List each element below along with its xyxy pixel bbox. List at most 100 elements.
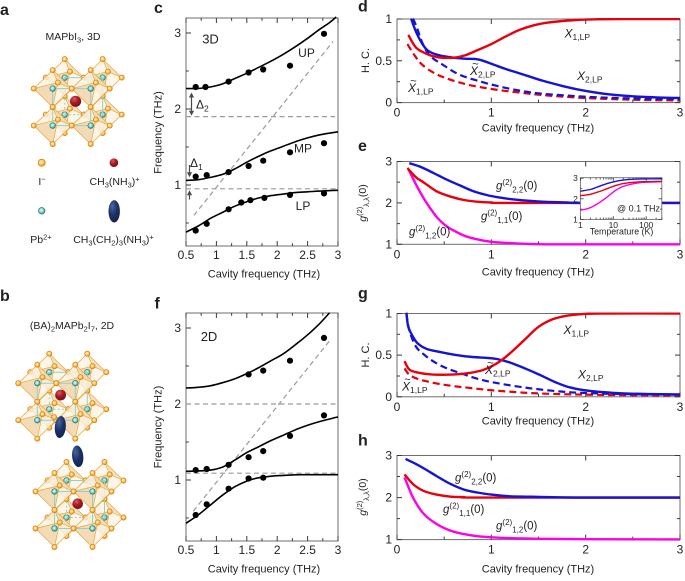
svg-text:3: 3 — [385, 449, 392, 463]
svg-text:Cavity frequency (THz): Cavity frequency (THz) — [482, 267, 594, 279]
svg-text:2.5: 2.5 — [299, 248, 316, 262]
svg-text:0.5: 0.5 — [178, 543, 195, 557]
svg-text:g(2)1,2(0): g(2)1,2(0) — [409, 224, 451, 241]
svg-text:1: 1 — [488, 247, 495, 261]
svg-text:0: 0 — [394, 106, 401, 120]
svg-text:Cavity frequency (THz): Cavity frequency (THz) — [208, 269, 320, 281]
svg-text:100: 100 — [639, 220, 653, 230]
svg-text:X1,LP: X1,LP — [563, 323, 590, 339]
svg-text:g(2)1,1(0): g(2)1,1(0) — [481, 209, 523, 226]
svg-text:H. C.: H. C. — [360, 48, 372, 73]
svg-text:3: 3 — [677, 543, 684, 557]
svg-text:3: 3 — [335, 543, 342, 557]
svg-text:b: b — [0, 288, 10, 305]
svg-text:1: 1 — [488, 400, 495, 414]
svg-text:0: 0 — [394, 247, 401, 261]
svg-text:2: 2 — [582, 400, 589, 414]
svg-text:I−: I− — [38, 175, 46, 189]
svg-text:1: 1 — [385, 307, 392, 321]
svg-text:~: ~ — [472, 59, 478, 71]
svg-text:1: 1 — [213, 248, 220, 262]
svg-text:2: 2 — [274, 543, 281, 557]
svg-text:UP: UP — [298, 46, 315, 60]
svg-text:3: 3 — [335, 248, 342, 262]
svg-text:1: 1 — [488, 106, 495, 120]
svg-text:Pb2+: Pb2+ — [30, 233, 52, 247]
svg-text:Cavity frequency (THz): Cavity frequency (THz) — [482, 564, 594, 576]
svg-text:1: 1 — [573, 214, 578, 224]
svg-text:3: 3 — [677, 106, 684, 120]
svg-text:g(2)1,2(0): g(2)1,2(0) — [496, 518, 538, 535]
svg-text:~: ~ — [410, 76, 416, 88]
svg-text:Δ1: Δ1 — [190, 156, 203, 172]
svg-text:MAPbI3, 3D: MAPbI3, 3D — [46, 31, 101, 45]
svg-text:3: 3 — [385, 155, 392, 169]
svg-text:X1,LP: X1,LP — [564, 27, 591, 43]
svg-text:f: f — [155, 296, 161, 313]
svg-text:2: 2 — [174, 102, 181, 116]
svg-text:Δ2: Δ2 — [196, 98, 209, 114]
svg-text:CH3(NH3)+: CH3(NH3)+ — [90, 175, 141, 190]
svg-text:0: 0 — [394, 400, 401, 414]
svg-text:c: c — [154, 0, 163, 17]
svg-text:MP: MP — [294, 142, 312, 156]
svg-text:Cavity frequency (THz): Cavity frequency (THz) — [482, 416, 594, 428]
svg-text:1.5: 1.5 — [238, 543, 255, 557]
svg-text:X1,LP: X1,LP — [401, 380, 428, 396]
svg-text:3: 3 — [174, 321, 181, 335]
svg-text:LP: LP — [296, 199, 311, 213]
svg-text:2: 2 — [274, 248, 281, 262]
svg-text:1: 1 — [578, 220, 583, 230]
svg-text:2: 2 — [385, 196, 392, 210]
svg-text:3: 3 — [677, 247, 684, 261]
svg-text:~: ~ — [487, 358, 493, 370]
svg-text:1: 1 — [174, 473, 181, 487]
svg-text:g(2)2,2(0): g(2)2,2(0) — [496, 178, 538, 195]
svg-text:X2,LP: X2,LP — [576, 69, 603, 85]
svg-text:2: 2 — [385, 491, 392, 505]
svg-text:X1,LP: X1,LP — [407, 81, 434, 97]
svg-text:g(2)1,1(0): g(2)1,1(0) — [443, 502, 485, 519]
svg-text:CH3(CH2)3(NH3)+: CH3(CH2)3(NH3)+ — [73, 233, 154, 248]
svg-text:1: 1 — [385, 237, 392, 251]
svg-text:3: 3 — [174, 26, 181, 40]
svg-text:1: 1 — [213, 543, 220, 557]
svg-text:H. C.: H. C. — [360, 342, 372, 367]
svg-text:X2,LP: X2,LP — [577, 368, 604, 384]
svg-text:1: 1 — [488, 543, 495, 557]
svg-text:0.5: 0.5 — [178, 248, 195, 262]
svg-text:X2,LP: X2,LP — [484, 363, 511, 379]
svg-text:2: 2 — [573, 194, 578, 204]
svg-text:~: ~ — [404, 374, 410, 386]
svg-text:d: d — [358, 0, 368, 15]
svg-text:0.5: 0.5 — [375, 54, 392, 68]
svg-text:2: 2 — [174, 397, 181, 411]
svg-text:0: 0 — [385, 390, 392, 404]
svg-text:3: 3 — [573, 173, 578, 183]
svg-text:(BA)2MAPb2I7, 2D: (BA)2MAPb2I7, 2D — [30, 320, 115, 334]
svg-text:X2,LP: X2,LP — [469, 64, 496, 80]
svg-text:1: 1 — [385, 533, 392, 547]
svg-text:g(2)2,2(0): g(2)2,2(0) — [455, 470, 497, 487]
svg-text:a: a — [0, 2, 9, 19]
svg-text:2: 2 — [582, 247, 589, 261]
svg-text:10: 10 — [609, 220, 619, 230]
svg-text:g(2)λ,λ(0): g(2)λ,λ(0) — [355, 184, 371, 221]
svg-text:2: 2 — [582, 543, 589, 557]
svg-text:g: g — [358, 286, 368, 303]
svg-text:Cavity frequency (THz): Cavity frequency (THz) — [208, 564, 320, 576]
svg-text:0.5: 0.5 — [375, 348, 392, 362]
svg-text:2: 2 — [582, 106, 589, 120]
svg-text:Frequency (THz): Frequency (THz) — [153, 386, 165, 469]
svg-text:0: 0 — [394, 543, 401, 557]
svg-text:0: 0 — [385, 96, 392, 110]
svg-text:Temperature (K): Temperature (K) — [590, 227, 654, 237]
svg-text:Frequency (THz): Frequency (THz) — [153, 91, 165, 174]
svg-text:3: 3 — [677, 400, 684, 414]
svg-text:@ 0.1 THz: @ 0.1 THz — [617, 204, 660, 214]
svg-text:3D: 3D — [202, 32, 219, 47]
svg-text:2D: 2D — [201, 329, 218, 344]
svg-text:1: 1 — [174, 178, 181, 192]
svg-text:2.5: 2.5 — [299, 543, 316, 557]
svg-text:h: h — [358, 433, 368, 450]
